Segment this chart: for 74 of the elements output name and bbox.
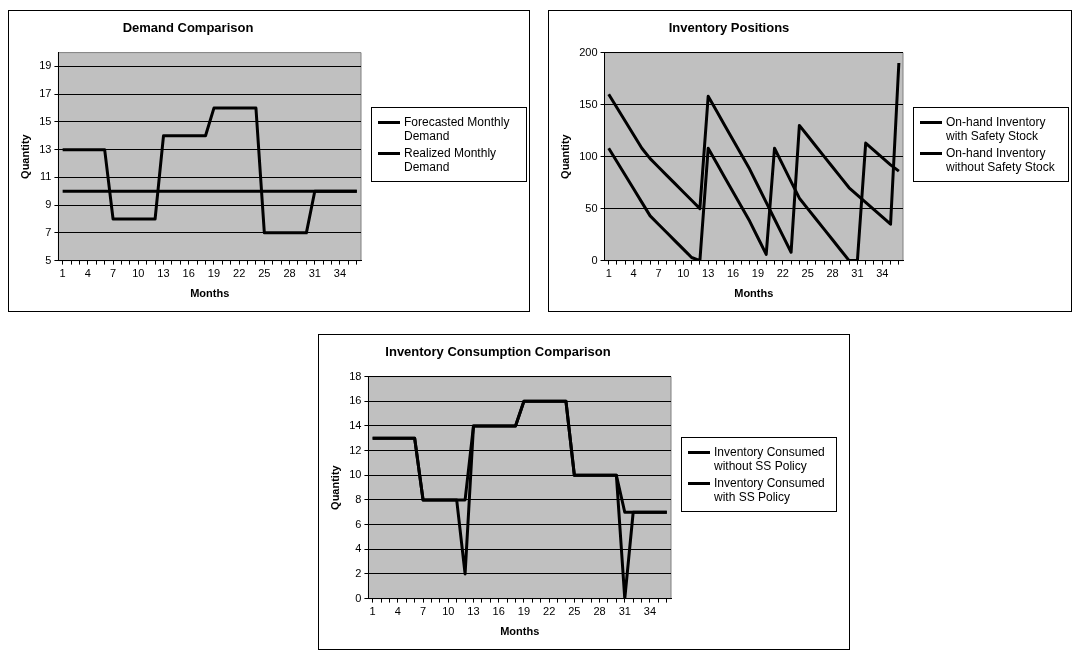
x-tick-label: 13: [467, 605, 480, 618]
x-tick-label: 22: [543, 605, 556, 618]
x-tick-label: 28: [826, 267, 839, 280]
y-tick-label: 200: [579, 45, 598, 58]
x-tick-label: 10: [677, 267, 690, 280]
y-tick-label: 6: [355, 517, 362, 530]
x-tick-label: 34: [876, 267, 889, 280]
y-tick-label: 15: [39, 114, 52, 127]
x-tick-label: 4: [630, 267, 637, 280]
x-tick-label: 19: [751, 267, 765, 280]
y-tick-label: 7: [45, 225, 52, 238]
y-axis-title: Quantity: [558, 133, 571, 179]
x-tick-label: 13: [157, 267, 170, 280]
y-tick-label: 0: [355, 591, 362, 604]
x-axis-title: Months: [500, 625, 540, 638]
y-tick-label: 5: [45, 253, 52, 266]
y-tick-label: 19: [39, 59, 52, 72]
y-tick-label: 13: [39, 142, 52, 155]
x-tick-label: 4: [394, 605, 401, 618]
y-tick-label: 12: [349, 443, 362, 456]
y-tick-label: 4: [355, 542, 362, 555]
y-tick-label: 50: [585, 201, 598, 214]
x-tick-label: 1: [605, 267, 612, 280]
y-tick-label: 2: [355, 566, 362, 579]
y-tick-label: 150: [579, 97, 598, 110]
x-tick-label: 22: [776, 267, 789, 280]
legend-label: Realized Monthly Demand: [404, 146, 498, 174]
x-tick-label: 31: [851, 267, 864, 280]
x-tick-label: 16: [492, 605, 505, 618]
x-tick-label: 31: [308, 267, 321, 280]
x-axis-title: Months: [734, 287, 774, 300]
x-tick-label: 1: [369, 605, 376, 618]
chart-title: Inventory Positions: [668, 20, 790, 36]
legend-label: Forecasted Monthly Demand: [404, 115, 511, 143]
legend-label: Inventory Consumed with SS Policy: [714, 476, 826, 504]
x-tick-label: 7: [655, 267, 662, 280]
y-tick-label: 0: [591, 253, 598, 266]
x-tick-label: 13: [702, 267, 715, 280]
y-axis-title: Quantity: [328, 464, 341, 510]
x-tick-label: 22: [233, 267, 246, 280]
legend-label: Inventory Consumed without SS Policy: [714, 445, 826, 473]
x-tick-label: 34: [333, 267, 347, 280]
x-tick-label: 19: [517, 605, 531, 618]
y-axis-title: Quantity: [18, 133, 31, 179]
x-tick-label: 7: [110, 267, 117, 280]
y-tick-label: 17: [39, 87, 52, 100]
x-tick-label: 7: [420, 605, 427, 618]
x-axis-title: Months: [190, 287, 230, 300]
legend-label: On-hand Inventory with Safety Stock: [946, 115, 1047, 143]
x-tick-label: 19: [207, 267, 221, 280]
x-tick-label: 10: [132, 267, 145, 280]
x-tick-label: 10: [442, 605, 455, 618]
x-tick-label: 1: [59, 267, 66, 280]
y-tick-label: 14: [349, 418, 362, 431]
chart-title: Inventory Consumption Comparison: [385, 344, 611, 360]
y-tick-label: 10: [349, 468, 362, 481]
x-tick-label: 28: [593, 605, 606, 618]
chart-title: Demand Comparison: [122, 20, 254, 36]
y-tick-label: 16: [349, 394, 362, 407]
x-tick-label: 28: [283, 267, 296, 280]
y-tick-label: 9: [45, 198, 52, 211]
x-tick-label: 4: [84, 267, 91, 280]
x-tick-label: 25: [801, 267, 814, 280]
x-tick-label: 25: [258, 267, 271, 280]
x-tick-label: 16: [182, 267, 195, 280]
legend-label: On-hand Inventory without Safety Stock: [946, 146, 1056, 174]
y-tick-label: 18: [349, 369, 362, 382]
x-tick-label: 34: [643, 605, 657, 618]
y-tick-label: 100: [579, 149, 598, 162]
x-tick-label: 16: [726, 267, 740, 280]
y-tick-label: 8: [355, 492, 362, 505]
y-tick-label: 11: [40, 170, 52, 183]
x-tick-label: 31: [618, 605, 631, 618]
x-tick-label: 25: [568, 605, 581, 618]
